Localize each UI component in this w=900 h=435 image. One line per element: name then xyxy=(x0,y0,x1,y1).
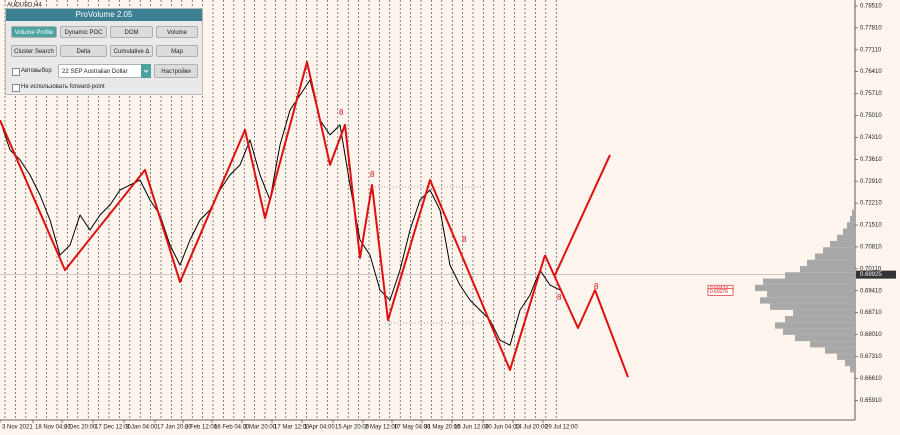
profile-bar xyxy=(767,291,855,298)
profile-bar xyxy=(830,240,855,248)
y-tick-label: 0.68010 xyxy=(860,332,882,338)
y-tick-label: 0.77110 xyxy=(860,47,882,53)
checkbox[interactable] xyxy=(12,84,20,92)
profile-bar xyxy=(845,359,855,367)
profile-bar xyxy=(775,322,855,329)
y-tick-label: 0.65910 xyxy=(860,398,882,404)
profile-bar xyxy=(785,316,855,323)
y-tick-label: 0.75010 xyxy=(860,113,882,119)
button[interactable]: Map xyxy=(156,45,198,57)
checkbox[interactable] xyxy=(12,68,20,76)
y-tick-label: 0.66610 xyxy=(860,376,882,382)
x-tick-label: 30 Jun 04:00 xyxy=(485,425,520,431)
profile-bar xyxy=(783,328,855,335)
price-line xyxy=(544,254,629,378)
settings-button[interactable]: Настройки xyxy=(154,64,198,78)
level-label: 0.69376 xyxy=(710,289,728,295)
x-tick-label: 2 Mar 20:00 xyxy=(244,425,277,431)
symbol: AUDUSD,H4 xyxy=(7,3,42,9)
button[interactable]: DOM xyxy=(110,26,153,38)
x-tick-label: 3 Jan 04:00 xyxy=(126,425,158,431)
y-tick-label: 0.70810 xyxy=(860,245,882,251)
profile-bar xyxy=(837,353,855,360)
y-tick-label: 0.75710 xyxy=(860,91,882,97)
price-line xyxy=(0,61,546,371)
profile-bar xyxy=(760,297,855,304)
button[interactable]: Dynamic POC xyxy=(60,26,107,38)
checkbox-label: Автовыбор xyxy=(21,68,52,74)
x-tick-label: 1 Apr 04:00 xyxy=(304,425,335,431)
y-tick-label: 0.72210 xyxy=(860,201,882,207)
profile-bar xyxy=(815,253,855,260)
profile-bar xyxy=(852,209,855,216)
profile-bar xyxy=(850,215,855,223)
x-tick-label: 31 May 20:00 xyxy=(424,425,461,431)
x-tick-label: 17 Mar 12:00 xyxy=(274,425,310,431)
y-tick-label: 0.78510 xyxy=(860,4,882,10)
button[interactable]: Delta xyxy=(60,45,107,57)
button[interactable]: Cluster Search xyxy=(11,45,57,57)
annotation: 8 xyxy=(339,108,344,117)
price-line xyxy=(0,79,561,346)
checkbox-label: Не использовать forward-point xyxy=(21,84,105,90)
y-tick-label: 0.74310 xyxy=(860,135,882,141)
annotation: 8 xyxy=(462,235,467,244)
x-tick-label: 3 Nov 2021 xyxy=(2,425,33,431)
dropdown-arrow[interactable] xyxy=(141,64,151,78)
y-tick-label: 0.70110 xyxy=(860,266,882,272)
profile-bar xyxy=(770,303,855,310)
y-tick-label: 0.68710 xyxy=(860,310,882,316)
profile-bar xyxy=(793,309,855,317)
annotation: 8 xyxy=(370,170,375,179)
x-tick-label: 15 Jun 12:00 xyxy=(454,425,489,431)
profile-bar xyxy=(785,272,855,279)
profile-bar xyxy=(823,247,855,254)
profile-bar xyxy=(763,278,855,285)
panel-title: ProVolume 2.05 xyxy=(6,9,202,21)
annotation: 8 xyxy=(594,282,599,291)
current-price-box xyxy=(856,270,896,279)
level-box xyxy=(707,288,734,296)
provolume-panel: ProVolume 2.05 Volume Profile Dynamic PO… xyxy=(5,8,203,95)
x-tick-label: 2 Dec 20:00 xyxy=(64,425,97,431)
y-tick-label: 0.69410 xyxy=(860,288,882,294)
price-line xyxy=(554,154,611,276)
button[interactable]: Volume Profile xyxy=(11,26,57,38)
button[interactable]: Cumulative Δ xyxy=(110,45,153,57)
x-tick-label: 18 Nov 04:00 xyxy=(35,425,71,431)
y-tick-label: 0.73610 xyxy=(860,157,882,163)
profile-bar xyxy=(755,284,855,292)
y-tick-label: 0.67310 xyxy=(860,354,882,360)
x-tick-label: 14 Jul 20:00 xyxy=(515,425,548,431)
x-tick-label: 16 Feb 04:00 xyxy=(214,425,250,431)
x-tick-label: 15 Apr 20:00 xyxy=(335,425,370,431)
annotation: 8 xyxy=(557,293,562,302)
profile-bar xyxy=(800,266,855,273)
profile-bar xyxy=(837,234,855,241)
profile-bar xyxy=(795,334,855,342)
profile-bar xyxy=(850,366,855,373)
profile-bar xyxy=(843,228,855,235)
current-price-label: 0.69925 xyxy=(860,272,882,278)
y-tick-label: 0.76410 xyxy=(860,69,882,75)
button[interactable]: Volume xyxy=(156,26,198,38)
profile-bar xyxy=(810,341,855,348)
profile-bar xyxy=(847,222,855,229)
instrument-dropdown[interactable]: 22 SEP Australian Dollar xyxy=(58,64,150,78)
x-tick-label: 29 Jul 12:00 xyxy=(545,425,578,431)
profile-bar xyxy=(807,259,855,267)
y-tick-label: 0.77810 xyxy=(860,25,882,31)
x-tick-label: 2 Feb 12:00 xyxy=(185,425,218,431)
x-tick-label: 17 Jan 20:00 xyxy=(157,425,192,431)
x-tick-label: 17 May 04:00 xyxy=(394,425,431,431)
dropdown-text: 22 SEP Australian Dollar xyxy=(62,69,128,75)
profile-bar xyxy=(825,347,855,354)
y-tick-label: 0.71510 xyxy=(860,223,882,229)
x-tick-label: 17 Dec 12:00 xyxy=(95,425,131,431)
x-tick-label: 2 May 12:00 xyxy=(365,425,399,431)
y-tick-label: 0.72910 xyxy=(860,179,882,185)
